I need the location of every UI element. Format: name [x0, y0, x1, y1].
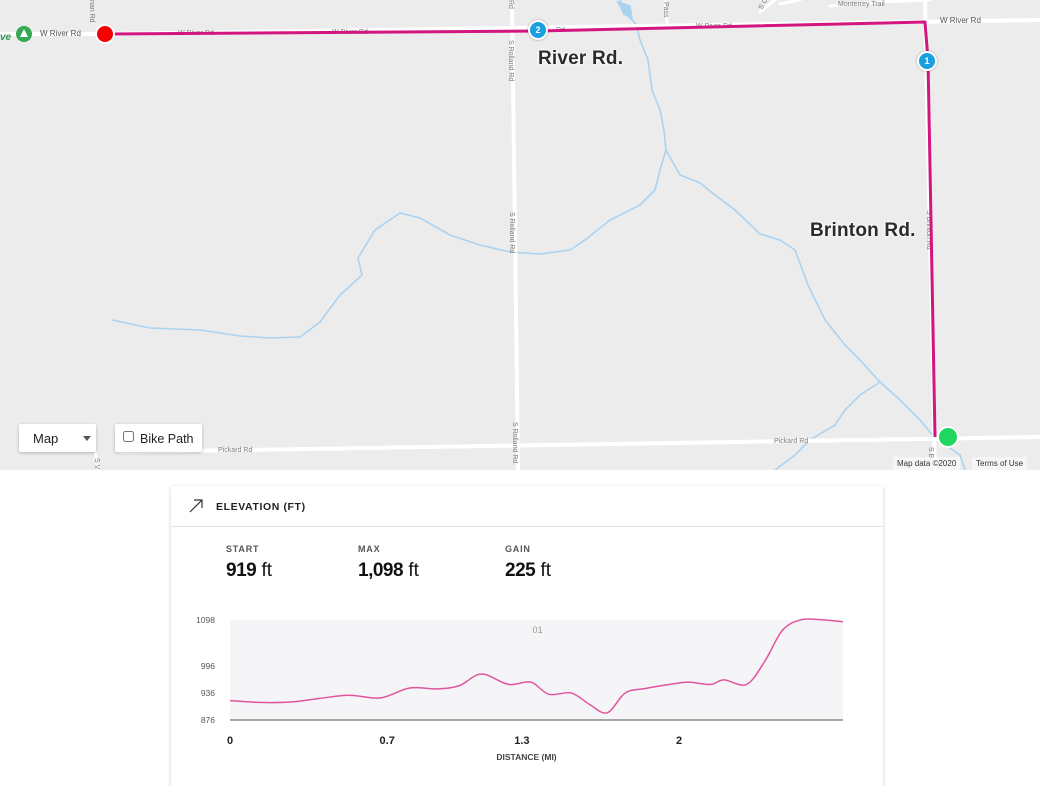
bike-path-toggle[interactable]: Bike Path	[115, 424, 202, 452]
street-label-river: River Rd.	[538, 48, 624, 69]
x-tick-label: 1.3	[514, 735, 529, 747]
bike-path-label: Bike Path	[140, 432, 194, 446]
chart-x-axis-title: DISTANCE (MI)	[496, 752, 556, 762]
route-start-marker[interactable]	[937, 426, 959, 448]
map-type-dropdown[interactable]: Map	[19, 424, 96, 452]
route-map[interactable]: W River Rd W River Rd W River Rd W River…	[0, 0, 1040, 470]
map-type-label: Map	[33, 431, 59, 446]
road-label-pickard-2: Pickard Rd	[774, 438, 808, 445]
stat-max: MAX 1,098 ft	[358, 544, 419, 582]
chart-waypoint-label: 01	[533, 625, 543, 635]
y-tick-label: 936	[201, 688, 215, 698]
y-tick-label: 996	[201, 661, 215, 671]
stat-gain-value: 225	[505, 560, 536, 581]
park-tree-icon[interactable]	[16, 26, 32, 42]
terms-of-use-link[interactable]: Terms of Use	[972, 457, 1028, 470]
stat-max-unit: ft	[408, 560, 419, 581]
road-label-monterrey: Monterrey Trail	[838, 1, 885, 8]
route-end-marker[interactable]	[95, 24, 115, 44]
x-tick-label: 0.7	[380, 735, 395, 747]
x-tick-label: 2	[676, 735, 682, 747]
stat-gain-label: GAIN	[505, 544, 531, 554]
elevation-card: ELEVATION (FT) START 919 ft MAX 1,098 ft…	[171, 486, 883, 786]
trend-arrow-icon	[189, 499, 203, 513]
road-label-s-b: S B	[927, 447, 934, 459]
stat-start-value: 919	[226, 560, 257, 581]
road-label-pickard-1: Pickard Rd	[218, 447, 252, 454]
elevation-card-header: ELEVATION (FT)	[171, 486, 883, 527]
water-streams	[111, 0, 966, 470]
chart-plot-area	[230, 620, 843, 720]
road-label-nan-rd: nan Rd	[88, 0, 95, 23]
route-line	[104, 20, 937, 438]
y-tick-label: 876	[201, 715, 215, 725]
waypoint-marker-2[interactable]: 2	[528, 20, 548, 40]
park-label: ve	[0, 32, 12, 43]
road-label-w-river-4: W River Rd	[940, 16, 981, 25]
road-label-rolland-top: Rd	[507, 0, 514, 9]
stat-max-value: 1,098	[358, 560, 404, 581]
road-label-chip: S Chi	[758, 0, 773, 11]
bike-path-checkbox[interactable]	[123, 431, 134, 442]
park-road-label: W River Rd	[40, 29, 81, 38]
map-data-attribution: Map data ©2020	[893, 457, 961, 470]
stat-gain-unit: ft	[540, 560, 552, 581]
stat-start-unit: ft	[261, 560, 273, 581]
road-label-s-v: S V	[93, 458, 100, 470]
map-canvas[interactable]: W River Rd W River Rd W River Rd W River…	[0, 0, 1040, 470]
stat-gain: GAIN 225 ft	[505, 544, 551, 582]
stat-start: START 919 ft	[226, 544, 272, 582]
x-tick-label: 0	[227, 735, 233, 747]
elevation-chart[interactable]: 876 936 996 1098 0 0.7 1.3 2 01 DISTANCE (MI)	[171, 606, 883, 766]
road-label-brinton-small: S Brinton Rd	[925, 210, 932, 250]
road-label-pass: Pass	[662, 2, 669, 18]
y-tick-label: 1098	[196, 615, 215, 625]
elevation-title: ELEVATION (FT)	[216, 501, 306, 513]
stat-start-label: START	[226, 544, 260, 554]
road-label-rolland-1: S Rolland Rd	[507, 40, 514, 81]
waypoint-marker-1[interactable]: 1	[917, 51, 937, 71]
road-label-rolland-2: S Rolland Rd	[508, 212, 515, 253]
street-label-brinton: Brinton Rd.	[810, 220, 916, 241]
stat-max-label: MAX	[358, 544, 381, 554]
elevation-series-line	[229, 618, 844, 714]
chevron-down-icon	[83, 436, 91, 441]
road-label-rolland-3: S Rolland Rd	[511, 422, 518, 463]
